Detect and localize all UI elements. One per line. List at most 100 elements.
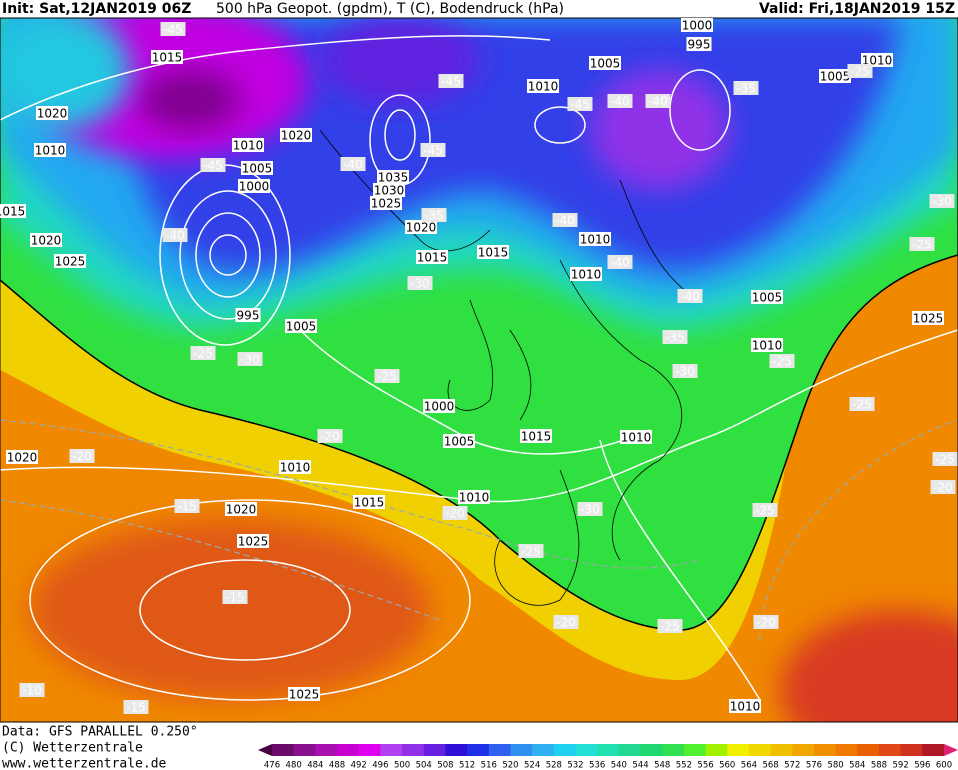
pressure-label: 1010 (280, 461, 311, 475)
pressure-label-box (237, 534, 269, 548)
pressure-label-box (458, 490, 490, 504)
temperature-label-box (567, 97, 593, 111)
temperature-label-box (19, 683, 45, 697)
pressure-label-box (370, 196, 402, 210)
pressure-label: 1010 (580, 233, 611, 247)
colorbar-cell (445, 744, 468, 756)
pressure-label-box (225, 502, 257, 516)
pressure-label-box (280, 128, 312, 142)
temperature-label: -25 (850, 65, 870, 79)
temperature-label-box (438, 74, 464, 88)
temperature-label-box (577, 502, 603, 516)
pressure-label-box (241, 161, 273, 175)
colorbar-label: 504 (416, 761, 432, 770)
pressure-label-box (589, 56, 621, 70)
pressure-label-box (579, 232, 611, 246)
pressure-label: 1000 (424, 400, 455, 414)
pressure-label: 1035 (378, 171, 409, 185)
colorbar-label: 556 (697, 761, 713, 770)
pressure-label-box (34, 143, 66, 157)
colorbar-label: 588 (871, 761, 887, 770)
pressure-label: 1015 (478, 246, 509, 260)
colorbar-label: 476 (264, 761, 280, 770)
temperature-label-box (769, 354, 795, 368)
pressure-label-box (235, 308, 261, 322)
temperature-label: -40 (555, 214, 575, 228)
temperature-label-box (374, 369, 400, 383)
colorbar-cell (423, 744, 446, 756)
pressure-label-box (570, 267, 602, 281)
pressure-label: 1020 (31, 234, 62, 248)
temperature-label: -20 (445, 507, 465, 521)
pressure-label: 1010 (233, 139, 264, 153)
temperature-label-box (160, 22, 186, 36)
temperature-label-box (237, 352, 263, 366)
isotherms (0, 419, 958, 641)
pressure-label: 1020 (406, 221, 437, 235)
temperature-label: -35 (736, 82, 756, 96)
pressure-label: 1010 (752, 339, 783, 353)
pressure-label-box (477, 245, 509, 259)
temperature-label-box (340, 157, 366, 171)
pressure-label-box (232, 138, 264, 152)
pressure-label-box (353, 495, 385, 509)
temperature-label: -15 (126, 701, 146, 715)
colorbar-cell (640, 744, 663, 756)
pressure-label-box (423, 399, 455, 413)
colorbar-label: 560 (719, 761, 735, 770)
colorbar-label: 500 (394, 761, 410, 770)
temperature-label-box (442, 506, 468, 520)
pressure-label-box (416, 250, 448, 264)
pressure-label: 1010 (621, 431, 652, 445)
pressure-label: 1025 (371, 197, 402, 211)
temperature-label-box (123, 700, 149, 714)
colorbar-label: 584 (849, 761, 865, 770)
pressure-label-box (686, 37, 712, 51)
colorbar-cell (358, 744, 381, 756)
colorbar-label: 548 (654, 761, 670, 770)
temperature-label-box (222, 590, 248, 604)
colorbar-cell (705, 744, 728, 756)
colorbar-cell (575, 744, 598, 756)
colorbar-label: 512 (459, 761, 475, 770)
pressure-label: 1025 (913, 312, 944, 326)
colorbar-cell (857, 744, 880, 756)
colorbar-cell (878, 744, 902, 756)
pressure-label-box (443, 434, 475, 448)
pressure-label: 1000 (682, 19, 713, 33)
temperature-label-box (407, 276, 433, 290)
temperature-label: -25 (193, 347, 213, 361)
colorbar-label: 568 (762, 761, 778, 770)
colorbar-cell (662, 744, 685, 756)
pressure-label: 1010 (730, 700, 761, 714)
temperature-label-box (607, 255, 633, 269)
colorbar-cell (532, 744, 555, 756)
colorbar-label: 496 (372, 761, 388, 770)
pressure-label: 1005 (752, 291, 783, 305)
colorbar-cell (835, 744, 858, 756)
temperature-label: -15 (177, 500, 197, 514)
temperature-label: -40 (610, 95, 630, 109)
colorbar-label: 492 (351, 761, 367, 770)
pressure-label: 1000 (239, 180, 270, 194)
pressure-label: 995 (688, 38, 711, 52)
temperature-label-box (733, 81, 759, 95)
temperature-label: -30 (240, 353, 260, 367)
pressure-label-box (729, 699, 761, 713)
temperature-label-box (645, 94, 671, 108)
isobars (0, 35, 958, 701)
temperature-label-box (553, 615, 579, 629)
temperature-label: -20 (320, 430, 340, 444)
temperature-label-box (753, 615, 779, 629)
pressure-label: 1005 (286, 320, 317, 334)
pressure-label: 1010 (459, 491, 490, 505)
temperature-label-box (174, 499, 200, 513)
temperature-label: -40 (343, 158, 363, 172)
temperature-label: -20 (556, 616, 576, 630)
pressure-label: 1020 (37, 107, 68, 121)
pressure-label-box (527, 79, 559, 93)
temperature-label: -35 (424, 209, 444, 223)
pressure-label-box (279, 460, 311, 474)
temperature-label: -25 (852, 398, 872, 412)
temperature-label: -45 (163, 23, 183, 37)
